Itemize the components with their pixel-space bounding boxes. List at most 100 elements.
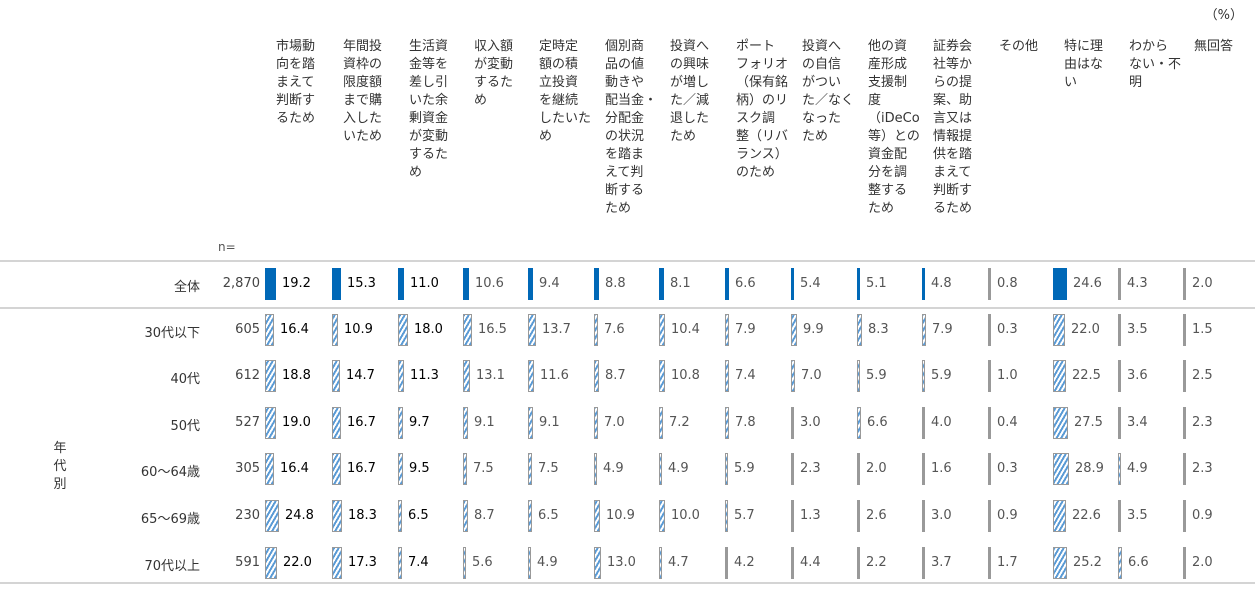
unit-label: （%） [1204,8,1243,23]
bar [332,407,341,439]
value-label: 4.0 [931,415,952,430]
bar [398,500,402,532]
bar [398,314,408,346]
group-label-age: 年 代 別 [53,441,67,492]
row-label: 30代以下 [144,326,200,341]
value-label: 3.5 [1127,322,1148,337]
column-header: その他 [999,39,1039,54]
bar [528,268,533,300]
bar [1053,547,1067,579]
bar [594,500,600,532]
column-header: 生活資 金等を 差し引 いた余 剰資金 が変動 するた め [409,39,449,180]
value-label: 5.1 [866,276,887,291]
bar [528,547,531,579]
bar [857,268,860,300]
bar [857,547,860,579]
bar [659,268,664,300]
value-label: 11.6 [540,368,569,383]
value-label: 0.8 [997,276,1018,291]
column-header: 個別商 品の値 動きや 配当金・ 分配金 の状況 を踏ま えて判 断する ため [605,39,658,216]
bar [594,314,598,346]
row-label: 70代以上 [144,559,200,574]
value-label: 13.1 [476,368,505,383]
value-label: 10.9 [344,322,373,337]
bar [332,547,342,579]
column-header: 定時定 額の積 立投資 を継続 したいた め [539,39,592,144]
bar [791,500,794,532]
row-n: 2,870 [222,276,260,291]
column-header: 特に理 由はな い [1064,39,1104,90]
value-label: 2.3 [1192,461,1213,476]
column-header: 証券会 社等か らの提 案、助 言又は 情報提 供を踏 まえて 判断す るため [933,39,973,216]
value-label: 18.8 [282,368,311,383]
value-label: 5.9 [866,368,887,383]
value-label: 3.5 [1127,508,1148,523]
bar [265,268,276,300]
value-label: 18.3 [348,508,377,523]
header-divider [0,260,1255,262]
value-label: 5.7 [734,508,755,523]
value-label: 4.3 [1127,276,1148,291]
bar [528,407,533,439]
value-label: 2.6 [866,508,887,523]
value-label: 9.4 [539,276,560,291]
bar [528,500,532,532]
bar [988,547,991,579]
bar [1183,500,1186,532]
value-label: 9.5 [409,461,430,476]
bar [398,360,404,392]
value-label: 7.8 [735,415,756,430]
value-label: 11.3 [410,368,439,383]
bar [791,360,795,392]
value-label: 10.6 [475,276,504,291]
value-label: 19.2 [282,276,311,291]
bar [857,314,862,346]
value-label: 1.0 [997,368,1018,383]
column-header: 投資へ の興味 が増し た／減 退した ため [670,39,710,144]
value-label: 6.5 [408,508,429,523]
value-label: 13.0 [607,555,636,570]
bar [332,268,341,300]
bar [332,314,338,346]
value-label: 2.0 [866,461,887,476]
column-header: 年間投 資枠の 限度額 まで購 入した いため [343,39,383,144]
bar [1118,547,1122,579]
value-label: 1.7 [997,555,1018,570]
value-label: 2.3 [1192,415,1213,430]
bar [791,314,797,346]
value-label: 0.9 [997,508,1018,523]
bar [922,547,925,579]
value-label: 4.7 [668,555,689,570]
bar [594,547,601,579]
value-label: 0.3 [997,322,1018,337]
value-label: 0.4 [997,415,1018,430]
bar [1053,314,1065,346]
value-label: 8.7 [605,368,626,383]
bar [463,360,470,392]
bar [659,547,662,579]
value-label: 3.6 [1127,368,1148,383]
value-label: 19.0 [282,415,311,430]
value-label: 22.0 [1071,322,1100,337]
bar [659,314,665,346]
column-header: 市場動 向を踏 まえて 判断す るため [276,39,316,126]
value-label: 24.8 [285,508,314,523]
bar [1183,547,1186,579]
value-label: 16.7 [347,415,376,430]
value-label: 4.9 [537,555,558,570]
bar [332,360,340,392]
bar [988,360,991,392]
value-label: 2.5 [1192,368,1213,383]
bar [265,314,274,346]
bar [1183,360,1186,392]
bar [922,453,925,485]
value-label: 16.5 [478,322,507,337]
value-label: 10.0 [671,508,700,523]
value-label: 22.0 [283,555,312,570]
bar [725,360,729,392]
value-label: 16.4 [280,461,309,476]
row-n: 305 [235,461,260,476]
value-label: 2.2 [866,555,887,570]
bar [1053,360,1066,392]
value-label: 4.4 [800,555,821,570]
